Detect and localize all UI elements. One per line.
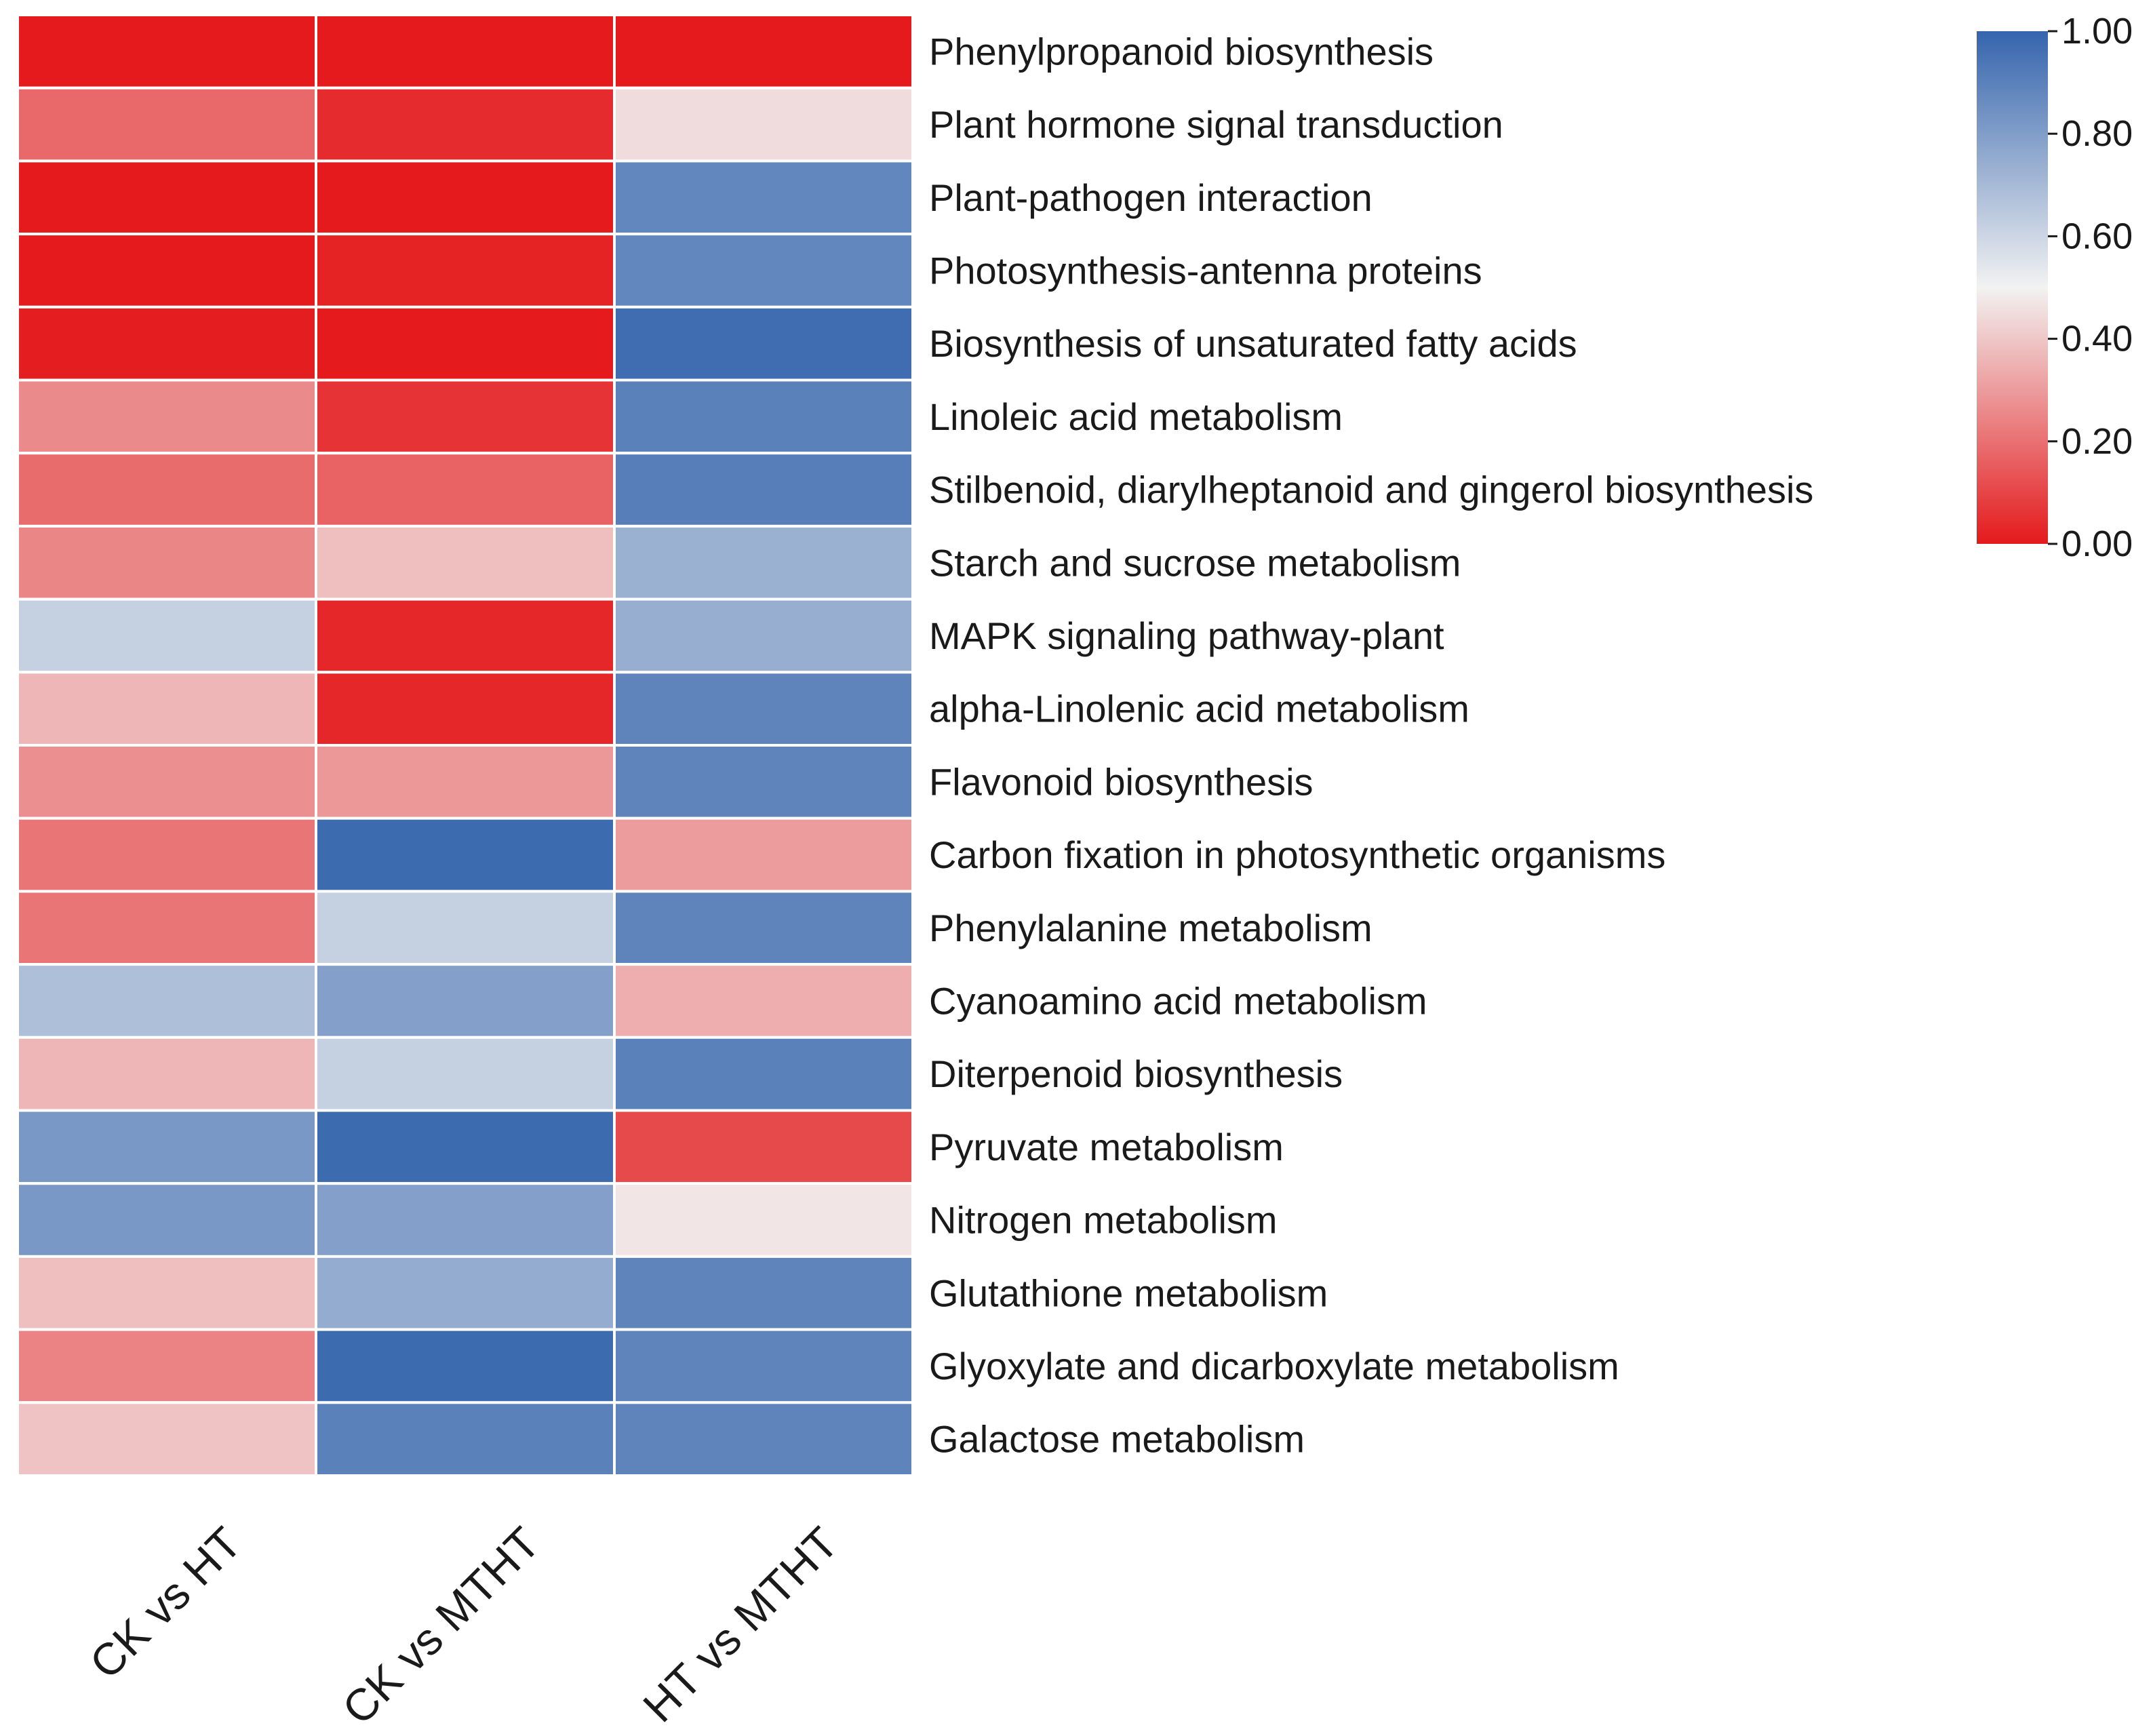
- heatmap-cell-galactose-metabolism-ck-vs-mtht: [315, 1401, 616, 1478]
- row-label-flavonoid-biosynthesis: Flavonoid biosynthesis: [929, 760, 1313, 803]
- heatmap-cell-phenylpropanoid-biosynthesis-ht-vs-mtht: [613, 14, 914, 90]
- heatmap-cell-biosynthesis-of-unsaturated-fatty-acids-ht-vs-mtht: [613, 305, 914, 382]
- color-scale-bar: [1977, 31, 2048, 544]
- heatmap-cell-alpha-linolenic-acid-metabolism-ck-vs-ht: [16, 671, 317, 747]
- color-scale-ticks: 0.00 0.20 0.40 0.60 0.80 1.00: [2048, 11, 2133, 564]
- heatmap-cell-nitrogen-metabolism-ck-vs-mtht: [315, 1182, 616, 1258]
- heatmap-cell-glutathione-metabolism-ck-vs-mtht: [315, 1255, 616, 1331]
- row-label-nitrogen-metabolism: Nitrogen metabolism: [929, 1199, 1278, 1242]
- row-label-plant-hormone-signal-transduction: Plant hormone signal transduction: [929, 103, 1503, 146]
- heatmap-cell-starch-and-sucrose-metabolism-ck-vs-ht: [16, 524, 317, 601]
- row-label-carbon-fixation-in-photosynthetic-organisms: Carbon fixation in photosynthetic organi…: [929, 833, 1665, 876]
- heatmap-cell-cyanoamino-acid-metabolism-ht-vs-mtht: [613, 963, 914, 1039]
- heatmap-cell-starch-and-sucrose-metabolism-ht-vs-mtht: [613, 524, 914, 601]
- heatmap-cell-carbon-fixation-in-photosynthetic-organisms-ht-vs-mtht: [613, 816, 914, 893]
- heatmap-cell-plant-pathogen-interaction-ck-vs-ht: [16, 159, 317, 236]
- heatmap-cell-linoleic-acid-metabolism-ck-vs-ht: [16, 378, 317, 455]
- heatmap-cell-glutathione-metabolism-ht-vs-mtht: [613, 1255, 914, 1331]
- heatmap-cell-carbon-fixation-in-photosynthetic-organisms-ck-vs-mtht: [315, 816, 616, 893]
- heatmap-cell-phenylalanine-metabolism-ht-vs-mtht: [613, 890, 914, 966]
- heatmap-cell-pyruvate-metabolism-ck-vs-ht: [16, 1109, 317, 1185]
- row-label-starch-and-sucrose-metabolism: Starch and sucrose metabolism: [929, 541, 1461, 584]
- heatmap-cell-glyoxylate-and-dicarboxylate-metabolism-ht-vs-mtht: [613, 1328, 914, 1404]
- heatmap-cell-flavonoid-biosynthesis-ck-vs-mtht: [315, 744, 616, 820]
- row-label-mapk-signaling-pathway-plant: MAPK signaling pathway-plant: [929, 614, 1444, 657]
- heatmap-cell-carbon-fixation-in-photosynthetic-organisms-ck-vs-ht: [16, 816, 317, 893]
- row-label-galactose-metabolism: Galactose metabolism: [929, 1418, 1305, 1461]
- heatmap-cell-cyanoamino-acid-metabolism-ck-vs-mtht: [315, 963, 616, 1039]
- heatmap-cell-pyruvate-metabolism-ck-vs-mtht: [315, 1109, 616, 1185]
- row-label-glyoxylate-and-dicarboxylate-metabolism: Glyoxylate and dicarboxylate metabolism: [929, 1345, 1619, 1387]
- heatmap-cell-cyanoamino-acid-metabolism-ck-vs-ht: [16, 963, 317, 1039]
- row-label-alpha-linolenic-acid-metabolism: alpha-Linolenic acid metabolism: [929, 688, 1469, 730]
- color-scale-tick-label: 0.80: [2061, 113, 2133, 154]
- heatmap-cell-diterpenoid-biosynthesis-ck-vs-mtht: [315, 1035, 616, 1112]
- heatmap-cell-nitrogen-metabolism-ck-vs-ht: [16, 1182, 317, 1258]
- row-label-linoleic-acid-metabolism: Linoleic acid metabolism: [929, 395, 1343, 438]
- heatmap-cell-pyruvate-metabolism-ht-vs-mtht: [613, 1109, 914, 1185]
- heatmap-cell-alpha-linolenic-acid-metabolism-ck-vs-mtht: [315, 671, 616, 747]
- heatmap-cell-starch-and-sucrose-metabolism-ck-vs-mtht: [315, 524, 616, 601]
- heatmap-cell-mapk-signaling-pathway-plant-ht-vs-mtht: [613, 597, 914, 674]
- color-scale-tick-label: 0.40: [2061, 319, 2133, 359]
- column-labels: CK vs HT CK vs MTHT HT vs MTHT: [80, 1518, 848, 1734]
- heatmap-cell-biosynthesis-of-unsaturated-fatty-acids-ck-vs-mtht: [315, 305, 616, 382]
- heatmap-cell-photosynthesis-antenna-proteins-ck-vs-mtht: [315, 233, 616, 309]
- row-label-biosynthesis-of-unsaturated-fatty-acids: Biosynthesis of unsaturated fatty acids: [929, 322, 1577, 365]
- row-label-plant-pathogen-interaction: Plant-pathogen interaction: [929, 176, 1372, 219]
- heatmap-cell-flavonoid-biosynthesis-ht-vs-mtht: [613, 744, 914, 820]
- heatmap-cell-phenylalanine-metabolism-ck-vs-ht: [16, 890, 317, 966]
- row-label-glutathione-metabolism: Glutathione metabolism: [929, 1271, 1328, 1314]
- heatmap-cell-diterpenoid-biosynthesis-ck-vs-ht: [16, 1035, 317, 1112]
- row-label-photosynthesis-antenna-proteins: Photosynthesis-antenna proteins: [929, 249, 1482, 292]
- heatmap-cell-flavonoid-biosynthesis-ck-vs-ht: [16, 744, 317, 820]
- column-label-ck-vs-mtht: CK vs MTHT: [332, 1518, 549, 1734]
- heatmap-cell-stilbenoid-diarylheptanoid-and-gingerol-biosynthesis-ht-vs-mtht: [613, 452, 914, 528]
- heatmap-cell-diterpenoid-biosynthesis-ht-vs-mtht: [613, 1035, 914, 1112]
- heatmap-cell-phenylalanine-metabolism-ck-vs-mtht: [315, 890, 616, 966]
- heatmap-cell-nitrogen-metabolism-ht-vs-mtht: [613, 1182, 914, 1258]
- heatmap-cell-glutathione-metabolism-ck-vs-ht: [16, 1255, 317, 1331]
- color-scale-tick-label: 0.60: [2061, 216, 2133, 256]
- heatmap-cell-glyoxylate-and-dicarboxylate-metabolism-ck-vs-ht: [16, 1328, 317, 1404]
- heatmap-cell-phenylpropanoid-biosynthesis-ck-vs-ht: [16, 14, 317, 90]
- color-scale-tick-label: 0.00: [2061, 524, 2133, 564]
- heatmap-cell-plant-pathogen-interaction-ck-vs-mtht: [315, 159, 616, 236]
- heatmap-cell-plant-pathogen-interaction-ht-vs-mtht: [613, 159, 914, 236]
- row-labels: Phenylpropanoid biosynthesis Plant hormon…: [929, 30, 1813, 1460]
- column-label-ck-vs-ht: CK vs HT: [80, 1518, 251, 1689]
- heatmap-cell-linoleic-acid-metabolism-ht-vs-mtht: [613, 378, 914, 455]
- heatmap-cells: [16, 14, 914, 1478]
- heatmap-cell-galactose-metabolism-ck-vs-ht: [16, 1401, 317, 1478]
- heatmap-cell-biosynthesis-of-unsaturated-fatty-acids-ck-vs-ht: [16, 305, 317, 382]
- heatmap-cell-stilbenoid-diarylheptanoid-and-gingerol-biosynthesis-ck-vs-mtht: [315, 452, 616, 528]
- heatmap-cell-photosynthesis-antenna-proteins-ck-vs-ht: [16, 233, 317, 309]
- row-label-phenylpropanoid-biosynthesis: Phenylpropanoid biosynthesis: [929, 30, 1434, 73]
- color-scale-tick-label: 0.20: [2061, 421, 2133, 462]
- heatmap-cell-mapk-signaling-pathway-plant-ck-vs-ht: [16, 597, 317, 674]
- heatmap-cell-photosynthesis-antenna-proteins-ht-vs-mtht: [613, 233, 914, 309]
- row-label-cyanoamino-acid-metabolism: Cyanoamino acid metabolism: [929, 979, 1427, 1022]
- row-label-pyruvate-metabolism: Pyruvate metabolism: [929, 1126, 1284, 1168]
- heatmap-cell-galactose-metabolism-ht-vs-mtht: [613, 1401, 914, 1478]
- heatmap-cell-plant-hormone-signal-transduction-ht-vs-mtht: [613, 86, 914, 163]
- row-label-stilbenoid-diarylheptanoid-and-gingerol-biosynthesis: Stilbenoid, diarylheptanoid and gingerol…: [929, 469, 1813, 511]
- color-scale-legend: 0.00 0.20 0.40 0.60 0.80 1.00: [1977, 11, 2133, 564]
- heatmap-cell-phenylpropanoid-biosynthesis-ck-vs-mtht: [315, 14, 616, 90]
- heatmap-cell-alpha-linolenic-acid-metabolism-ht-vs-mtht: [613, 671, 914, 747]
- heatmap-cell-plant-hormone-signal-transduction-ck-vs-ht: [16, 86, 317, 163]
- row-label-diterpenoid-biosynthesis: Diterpenoid biosynthesis: [929, 1052, 1343, 1095]
- heatmap-cell-mapk-signaling-pathway-plant-ck-vs-mtht: [315, 597, 616, 674]
- heatmap-cell-plant-hormone-signal-transduction-ck-vs-mtht: [315, 86, 616, 163]
- heatmap-cell-glyoxylate-and-dicarboxylate-metabolism-ck-vs-mtht: [315, 1328, 616, 1404]
- heatmap-cell-stilbenoid-diarylheptanoid-and-gingerol-biosynthesis-ck-vs-ht: [16, 452, 317, 528]
- row-label-phenylalanine-metabolism: Phenylalanine metabolism: [929, 907, 1372, 949]
- heatmap-cell-linoleic-acid-metabolism-ck-vs-mtht: [315, 378, 616, 455]
- color-scale-tick-label: 1.00: [2061, 11, 2133, 52]
- column-label-ht-vs-mtht: HT vs MTHT: [633, 1518, 848, 1732]
